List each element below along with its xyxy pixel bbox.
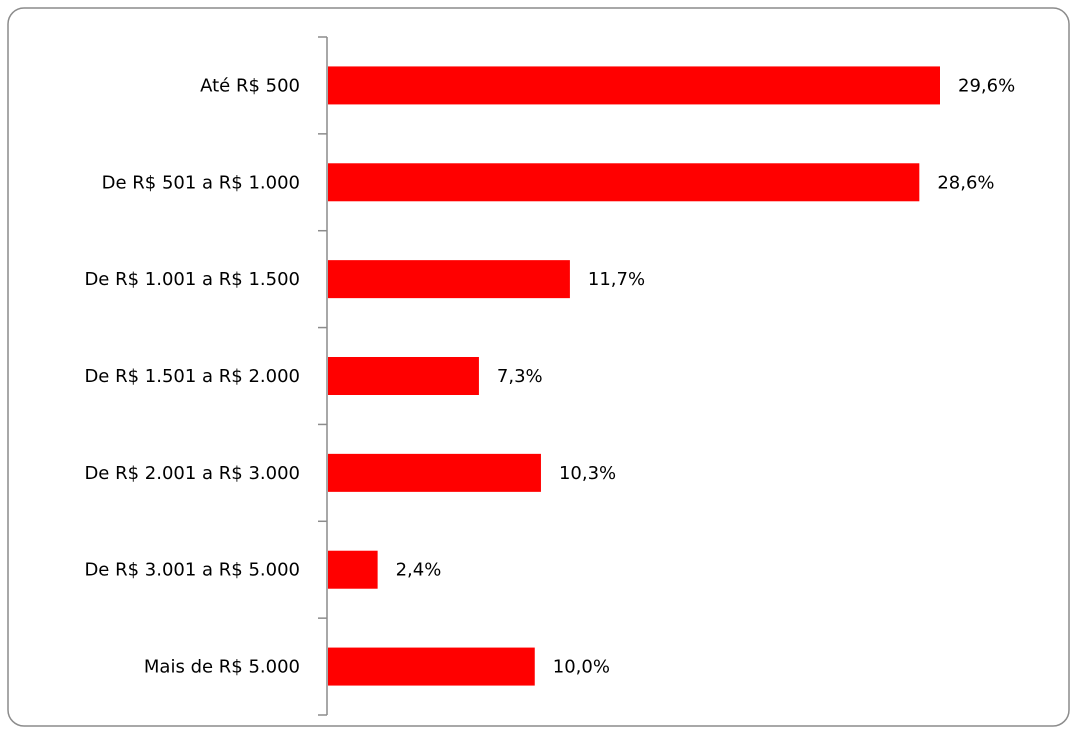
category-label: De R$ 2.001 a R$ 3.000 <box>84 463 300 484</box>
category-label: Até R$ 500 <box>200 75 300 96</box>
value-label: 7,3% <box>497 366 543 387</box>
bar <box>328 647 535 686</box>
category-label: Mais de R$ 5.000 <box>144 657 300 678</box>
bar <box>328 66 940 105</box>
category-label: De R$ 501 a R$ 1.000 <box>102 172 300 193</box>
value-label: 28,6% <box>937 172 994 193</box>
value-label: 10,0% <box>553 657 610 678</box>
bar <box>328 357 479 395</box>
bar <box>328 453 541 492</box>
bar <box>328 550 378 589</box>
value-label: 2,4% <box>396 560 442 581</box>
value-label: 29,6% <box>958 75 1015 96</box>
value-label: 10,3% <box>559 463 616 484</box>
category-label: De R$ 1.001 a R$ 1.500 <box>84 269 300 290</box>
category-label: De R$ 1.501 a R$ 2.000 <box>84 366 300 387</box>
value-label: 11,7% <box>588 269 645 290</box>
category-label: De R$ 3.001 a R$ 5.000 <box>84 560 300 581</box>
bar <box>328 163 920 202</box>
bar <box>328 260 570 299</box>
